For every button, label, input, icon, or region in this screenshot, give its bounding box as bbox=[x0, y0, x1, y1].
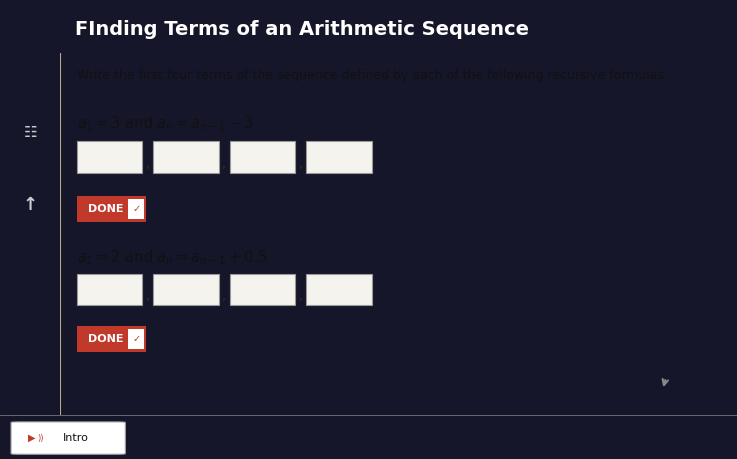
FancyBboxPatch shape bbox=[77, 141, 142, 173]
Text: ▶: ▶ bbox=[28, 433, 35, 443]
Text: Write the first four terms of the sequence defined by each of the following recu: Write the first four terms of the sequen… bbox=[77, 69, 668, 82]
Text: DONE: DONE bbox=[88, 334, 124, 344]
Text: ,: , bbox=[146, 290, 150, 303]
FancyBboxPatch shape bbox=[77, 326, 146, 353]
FancyBboxPatch shape bbox=[128, 199, 144, 218]
FancyBboxPatch shape bbox=[128, 330, 144, 349]
Text: )): )) bbox=[38, 434, 44, 442]
FancyBboxPatch shape bbox=[77, 196, 146, 222]
Text: ✓: ✓ bbox=[132, 204, 140, 214]
Text: ☷: ☷ bbox=[24, 125, 37, 140]
Text: ,: , bbox=[298, 157, 303, 171]
Text: ,: , bbox=[223, 290, 226, 303]
Text: $a_1 = 2$ and $a_n = a_{n-1} + 0.5$: $a_1 = 2$ and $a_n = a_{n-1} + 0.5$ bbox=[77, 249, 268, 267]
FancyBboxPatch shape bbox=[11, 422, 125, 454]
FancyBboxPatch shape bbox=[77, 274, 142, 305]
Text: FInding Terms of an Arithmetic Sequence: FInding Terms of an Arithmetic Sequence bbox=[75, 20, 529, 39]
FancyBboxPatch shape bbox=[230, 274, 296, 305]
FancyBboxPatch shape bbox=[153, 141, 219, 173]
Text: ,: , bbox=[298, 290, 303, 303]
Text: Intro: Intro bbox=[63, 433, 89, 443]
Text: ✓: ✓ bbox=[132, 334, 140, 344]
Text: ,: , bbox=[146, 157, 150, 171]
FancyBboxPatch shape bbox=[230, 141, 296, 173]
Text: DONE: DONE bbox=[88, 204, 124, 214]
Text: $a_1 = 3$ and $a_n = a_{n-1} - 3$: $a_1 = 3$ and $a_n = a_{n-1} - 3$ bbox=[77, 114, 254, 133]
Text: ↑: ↑ bbox=[23, 196, 38, 214]
FancyBboxPatch shape bbox=[306, 274, 371, 305]
FancyBboxPatch shape bbox=[306, 141, 371, 173]
FancyBboxPatch shape bbox=[153, 274, 219, 305]
Text: ,: , bbox=[223, 157, 226, 171]
